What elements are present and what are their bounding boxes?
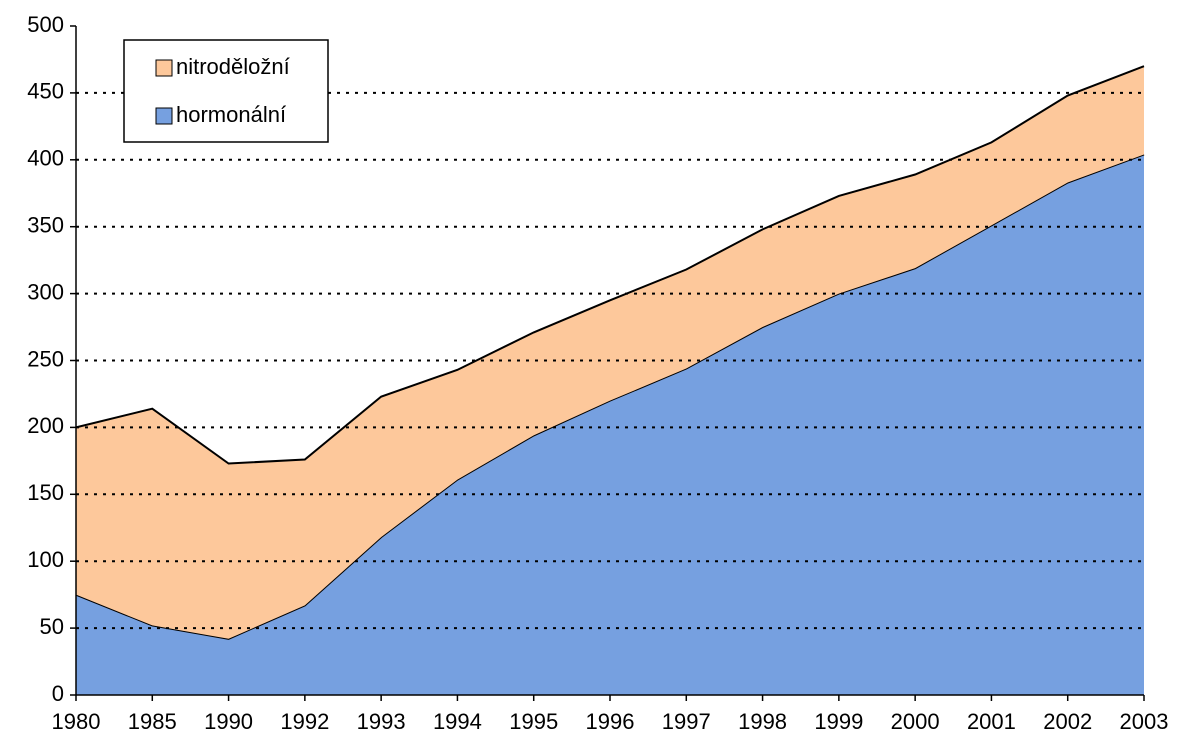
area [76,154,1144,695]
y-tick-label: 200 [27,413,64,438]
x-tick-label: 1995 [509,709,558,734]
x-tick-label: 2002 [1043,709,1092,734]
x-tick-label: 1985 [128,709,177,734]
y-tick-label: 450 [27,79,64,104]
x-tick-label: 1980 [52,709,101,734]
x-tick-label: 2001 [967,709,1016,734]
y-tick-label: 50 [40,614,64,639]
legend-swatch [155,107,173,125]
area-edge [75,65,1145,465]
y-tick-label: 300 [27,279,64,304]
x-tick-label: 1992 [280,709,329,734]
area [76,66,1144,639]
y-tick-label: 150 [27,480,64,505]
x-tick-label: 1993 [357,709,406,734]
legend-label: hormonální [176,102,286,127]
x-tick-label: 1998 [738,709,787,734]
x-tick-label: 2000 [891,709,940,734]
x-tick-label: 1999 [814,709,863,734]
x-tick-label: 1990 [204,709,253,734]
y-tick-label: 500 [27,12,64,37]
x-tick-label: 1996 [586,709,635,734]
y-tick-label: 250 [27,346,64,371]
y-tick-label: 350 [27,213,64,238]
y-tick-label: 400 [27,146,64,171]
legend-box [123,39,329,143]
x-tick-label: 2003 [1120,709,1169,734]
x-tick-label: 1994 [433,709,482,734]
legend-swatch [155,59,173,77]
y-tick-label: 0 [52,681,64,706]
x-tick-label: 1997 [662,709,711,734]
y-tick-label: 100 [27,547,64,572]
legend-label: nitroděložní [176,54,290,79]
